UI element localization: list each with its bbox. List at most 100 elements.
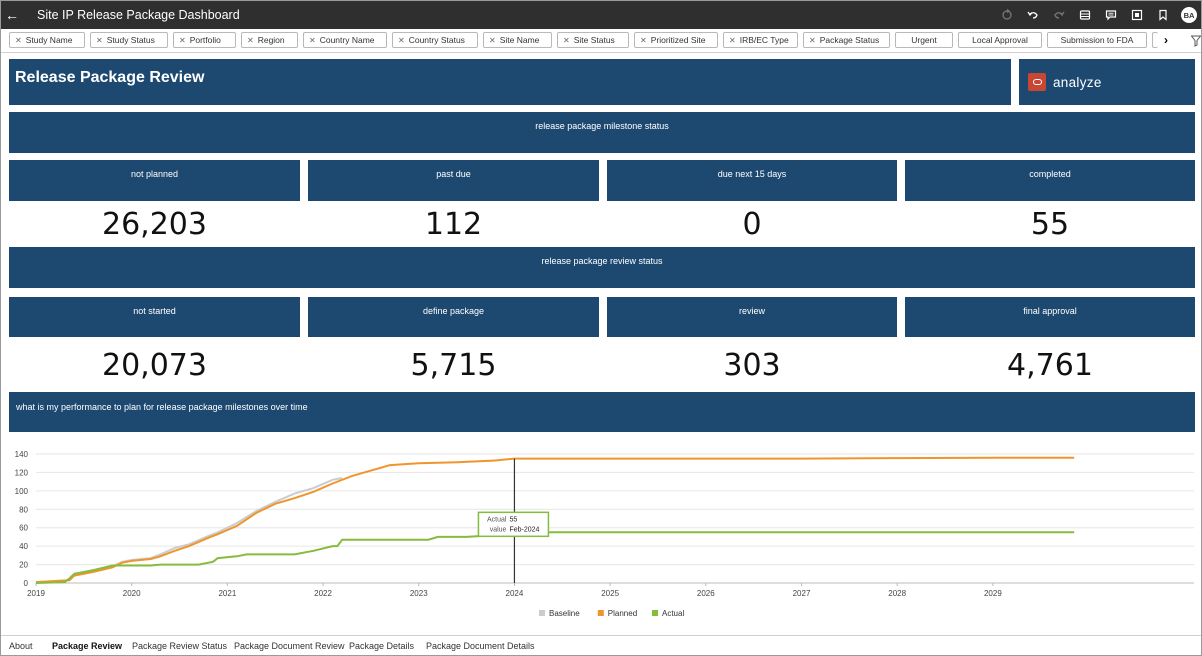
legend-label-baseline: Baseline [549, 609, 580, 618]
filter-chip-package-status[interactable]: ✕ Package Status [803, 32, 890, 48]
data-icon[interactable] [1077, 7, 1093, 23]
analyze-panel[interactable]: analyze [1019, 59, 1195, 105]
window-title: Site IP Release Package Dashboard [37, 8, 240, 22]
chevron-right-icon[interactable]: › [1164, 33, 1168, 47]
filter-chip-country-name[interactable]: ✕ Country Name [303, 32, 387, 48]
tile-review[interactable]: review [607, 297, 897, 337]
bookmark-icon[interactable] [1155, 7, 1171, 23]
x-tick-label: 2024 [506, 589, 524, 598]
pin-icon: ✕ [15, 35, 22, 45]
filter-chip-site-name[interactable]: ✕ Site Name [483, 32, 552, 48]
filter-chip-portfolio[interactable]: ✕ Portfolio [173, 32, 236, 48]
y-tick-label: 80 [19, 505, 28, 514]
filter-chip-submission-to-fda[interactable]: Submission to FDA [1047, 32, 1147, 48]
x-tick-label: 2028 [888, 589, 906, 598]
title-bar-actions: BA [999, 1, 1197, 29]
comment-icon[interactable] [1103, 7, 1119, 23]
pin-icon: ✕ [809, 35, 816, 45]
x-tick-label: 2026 [697, 589, 715, 598]
filter-chip-site-status[interactable]: ✕ Site Status [557, 32, 629, 48]
tab-package-review[interactable]: Package Review [52, 641, 123, 651]
x-tick-label: 2027 [793, 589, 811, 598]
filter-funnel-icon[interactable] [1190, 34, 1201, 47]
legend-label-planned: Planned [608, 609, 637, 618]
metric-not-planned: 26,203 [102, 207, 207, 242]
filter-chip-study-name[interactable]: ✕ Study Name [9, 32, 85, 48]
filter-chip-urgent[interactable]: Urgent [895, 32, 953, 48]
tile-completed[interactable]: completed [905, 160, 1195, 201]
refresh-icon[interactable] [999, 7, 1015, 23]
tile-not-started[interactable]: not started [9, 297, 300, 337]
pin-icon: ✕ [398, 35, 405, 45]
tab-package-review-status[interactable]: Package Review Status [132, 641, 228, 651]
tile-due-next-15-days[interactable]: due next 15 days [607, 160, 897, 201]
filter-chip-study-status[interactable]: ✕ Study Status [90, 32, 168, 48]
tile-label: not started [133, 306, 176, 316]
metric-final-approval: 4,761 [1007, 348, 1093, 383]
filter-chip-prioritized-site[interactable]: ✕ Prioritized Site [634, 32, 718, 48]
tooltip-box [477, 511, 550, 538]
title-bar: ← Site IP Release Package Dashboard [1, 1, 1201, 29]
tile-not-planned[interactable]: not planned [9, 160, 300, 201]
tab-package-details[interactable]: Package Details [349, 641, 415, 651]
series-line-actual [35, 531, 1075, 584]
filter-chip-country-status[interactable]: ✕ Country Status [392, 32, 478, 48]
metric-review: 303 [723, 348, 781, 383]
y-tick-label: 20 [19, 561, 28, 570]
tile-final-approval[interactable]: final approval [905, 297, 1195, 337]
metric-completed: 55 [1030, 207, 1070, 242]
filter-bar: ✕ Study Name ✕ Study Status ✕ Portfolio ✕ Re… [1, 29, 1201, 53]
legend-label-actual: Actual [662, 609, 684, 618]
chart-section-header: what is my performance to plan for relea… [9, 392, 1195, 432]
legend-swatch-baseline [539, 610, 545, 616]
pin-icon: ✕ [640, 35, 647, 45]
back-arrow-icon[interactable]: ← [5, 7, 19, 23]
tooltip-value: Feb-2024 [509, 526, 539, 533]
pin-icon: ✕ [729, 35, 736, 45]
undo-icon[interactable] [1025, 7, 1041, 23]
tooltip-series-label: Actual [487, 516, 507, 523]
tab-package-document-details[interactable]: Package Document Details [426, 641, 535, 651]
redo-icon[interactable] [1051, 7, 1067, 23]
metric-past-due: 112 [424, 207, 483, 242]
chart-section-title: what is my performance to plan for relea… [16, 402, 308, 412]
filter-chip-partial[interactable] [1152, 32, 1158, 48]
tile-label: review [738, 306, 765, 316]
pin-icon: ✕ [563, 35, 570, 45]
y-tick-label: 60 [19, 524, 28, 533]
x-tick-label: 2019 [27, 589, 45, 598]
pin-icon: ✕ [309, 35, 316, 45]
tile-past-due[interactable]: past due [308, 160, 599, 201]
review-section-title: release package review status [541, 256, 663, 266]
filter-chip-irb-ec-type[interactable]: ✕ IRB/EC Type [723, 32, 798, 48]
tile-label: define package [422, 306, 485, 316]
tile-define-package[interactable]: define package [308, 297, 599, 337]
pin-icon: ✕ [96, 35, 103, 45]
metric-define-package: 5,715 [410, 348, 497, 383]
y-tick-label: 140 [15, 450, 29, 459]
x-tick-label: 2020 [123, 589, 141, 598]
oracle-logo-icon [1028, 73, 1046, 91]
review-section-header: release package review status [9, 247, 1195, 288]
tile-label: past due [436, 169, 471, 179]
y-tick-label: 120 [15, 468, 29, 477]
tile-label: final approval [1023, 306, 1077, 316]
pin-icon: ✕ [179, 35, 186, 45]
dashboard-header: Release Package Review [9, 59, 1011, 105]
filter-chip-region[interactable]: ✕ Region [241, 32, 298, 48]
filter-chip-local-approval[interactable]: Local Approval [958, 32, 1042, 48]
present-icon[interactable] [1129, 7, 1145, 23]
metric-not-started: 20,073 [102, 348, 207, 383]
x-tick-label: 2029 [984, 589, 1002, 598]
tab-package-document-review[interactable]: Package Document Review [234, 641, 345, 651]
user-avatar[interactable]: BA [1181, 7, 1197, 23]
tile-label: due next 15 days [717, 169, 787, 179]
y-tick-label: 100 [15, 487, 29, 496]
tooltip-series-value: 55 [509, 516, 517, 523]
page-tabs: About Package Review Package Review Stat… [1, 635, 1201, 655]
legend-swatch-planned [597, 610, 604, 616]
tab-about[interactable]: About [9, 641, 33, 651]
performance-line-chart[interactable]: 0 20 40 60 80 100 120 140 2019 2020 2021 2022 2023 20… [9, 441, 1199, 631]
tile-label: completed [1029, 169, 1071, 179]
